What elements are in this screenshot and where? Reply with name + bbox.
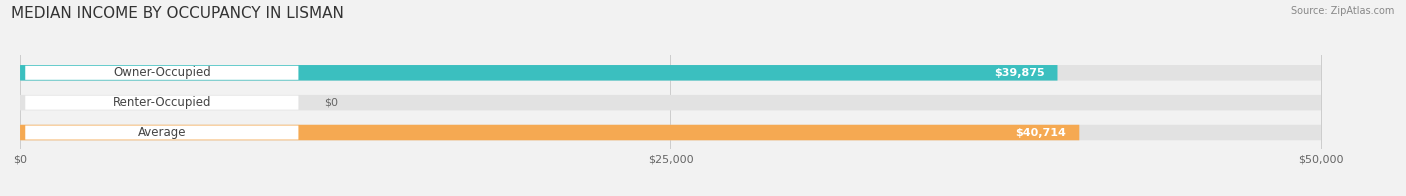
FancyBboxPatch shape [20, 65, 1320, 81]
Text: $39,875: $39,875 [994, 68, 1045, 78]
FancyBboxPatch shape [25, 66, 298, 80]
Text: Owner-Occupied: Owner-Occupied [112, 66, 211, 79]
FancyBboxPatch shape [25, 96, 298, 110]
FancyBboxPatch shape [20, 125, 1320, 140]
Text: MEDIAN INCOME BY OCCUPANCY IN LISMAN: MEDIAN INCOME BY OCCUPANCY IN LISMAN [11, 6, 344, 21]
Text: $40,714: $40,714 [1015, 128, 1066, 138]
FancyBboxPatch shape [20, 95, 1320, 110]
Text: Source: ZipAtlas.com: Source: ZipAtlas.com [1291, 6, 1395, 16]
Text: Average: Average [138, 126, 186, 139]
FancyBboxPatch shape [25, 125, 298, 140]
Text: $0: $0 [325, 98, 339, 108]
FancyBboxPatch shape [20, 125, 1080, 140]
Text: Renter-Occupied: Renter-Occupied [112, 96, 211, 109]
FancyBboxPatch shape [20, 65, 1057, 81]
